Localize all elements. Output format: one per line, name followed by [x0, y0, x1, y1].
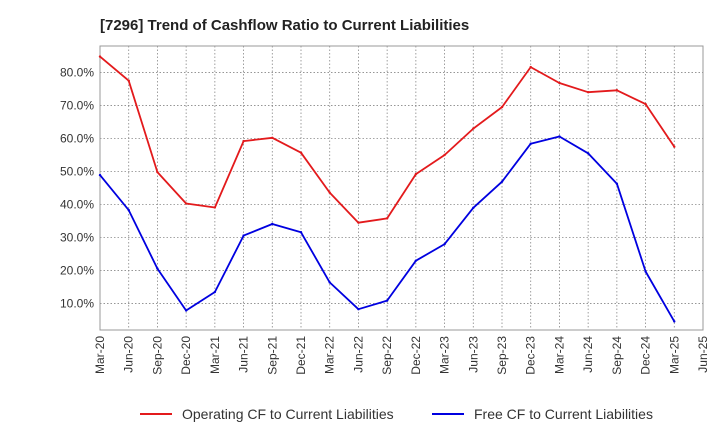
- data-point: [98, 173, 102, 177]
- x-tick-label: Jun-20: [122, 336, 136, 373]
- data-point: [644, 102, 647, 106]
- series-layer: [98, 55, 676, 323]
- data-point: [500, 180, 504, 183]
- y-tick-label: 40.0%: [60, 198, 94, 212]
- data-point: [156, 170, 159, 174]
- data-point: [127, 79, 130, 82]
- x-tick-label: Sep-20: [150, 336, 164, 375]
- data-point: [357, 307, 360, 311]
- data-point: [529, 65, 532, 69]
- x-tick-label: Jun-23: [466, 336, 480, 373]
- x-tick-label: Dec-20: [179, 336, 193, 375]
- data-point: [586, 152, 590, 155]
- data-point: [299, 231, 303, 234]
- x-tick-label: Sep-23: [495, 336, 509, 375]
- x-tick-label: Dec-22: [409, 336, 423, 375]
- plot-frame: [99, 45, 704, 331]
- data-point: [385, 217, 389, 220]
- x-tick-label: Mar-20: [93, 336, 107, 374]
- data-point: [328, 191, 331, 194]
- data-point: [414, 259, 418, 262]
- data-point: [299, 151, 303, 154]
- y-axis-ticks: 10.0% 20.0% 30.0% 40.0% 50.0% 60.0% 70.0% 80.0%: [60, 65, 94, 310]
- x-tick-label: Dec-23: [524, 336, 538, 375]
- x-tick-label: Dec-21: [294, 336, 308, 375]
- data-point: [500, 105, 504, 109]
- data-point: [414, 172, 418, 176]
- data-point: [673, 145, 676, 148]
- data-point: [615, 182, 619, 185]
- data-point: [443, 242, 446, 246]
- data-point: [558, 81, 561, 85]
- legend-label-1: Free CF to Current Liabilities: [474, 406, 653, 422]
- data-point: [529, 142, 532, 145]
- data-point: [385, 299, 389, 302]
- y-tick-label: 20.0%: [60, 264, 94, 278]
- data-point: [443, 153, 446, 157]
- data-point: [213, 290, 217, 294]
- data-point: [615, 89, 619, 92]
- y-tick-label: 70.0%: [60, 98, 94, 112]
- data-point: [644, 270, 647, 273]
- data-point: [242, 139, 245, 143]
- y-tick-label: 60.0%: [60, 131, 94, 145]
- data-point: [357, 221, 360, 224]
- data-point: [156, 267, 159, 270]
- data-point: [586, 91, 590, 94]
- y-tick-label: 30.0%: [60, 231, 94, 245]
- x-tick-label: Jun-25: [696, 336, 710, 373]
- x-tick-label: Mar-23: [438, 336, 452, 374]
- y-tick-label: 50.0%: [60, 164, 94, 178]
- data-point: [472, 127, 475, 130]
- data-point: [271, 136, 274, 140]
- x-tick-label: Jun-22: [351, 336, 365, 373]
- x-tick-label: Dec-24: [639, 336, 653, 375]
- legend-label-0: Operating CF to Current Liabilities: [182, 406, 394, 422]
- data-point: [213, 206, 217, 209]
- data-point: [328, 281, 331, 284]
- data-point: [98, 55, 102, 58]
- data-point: [472, 206, 475, 210]
- chart-title: [7296] Trend of Cashflow Ratio to Curren…: [100, 17, 469, 34]
- y-tick-label: 10.0%: [60, 297, 94, 311]
- x-tick-label: Sep-21: [265, 336, 279, 375]
- data-point: [271, 222, 274, 226]
- x-tick-label: Jun-21: [237, 336, 251, 373]
- data-point: [184, 309, 188, 312]
- y-tick-label: 80.0%: [60, 65, 94, 79]
- grid-layer: [100, 46, 703, 330]
- data-point: [242, 234, 245, 237]
- x-tick-label: Jun-24: [581, 336, 595, 373]
- x-tick-label: Sep-24: [610, 336, 624, 375]
- x-tick-label: Mar-21: [208, 336, 222, 374]
- data-point: [558, 135, 561, 138]
- legend: Operating CF to Current Liabilities Free …: [140, 406, 653, 422]
- data-point: [184, 202, 188, 205]
- x-tick-label: Sep-22: [380, 336, 394, 375]
- data-point: [127, 208, 130, 212]
- x-tick-label: Mar-24: [552, 336, 566, 374]
- data-point: [673, 320, 676, 323]
- x-axis-ticks: Mar-20 Jun-20 Sep-20 Dec-20 Mar-21 Jun-21 Sep-…: [93, 336, 710, 375]
- x-tick-label: Mar-22: [323, 336, 337, 374]
- x-tick-label: Mar-25: [667, 336, 681, 374]
